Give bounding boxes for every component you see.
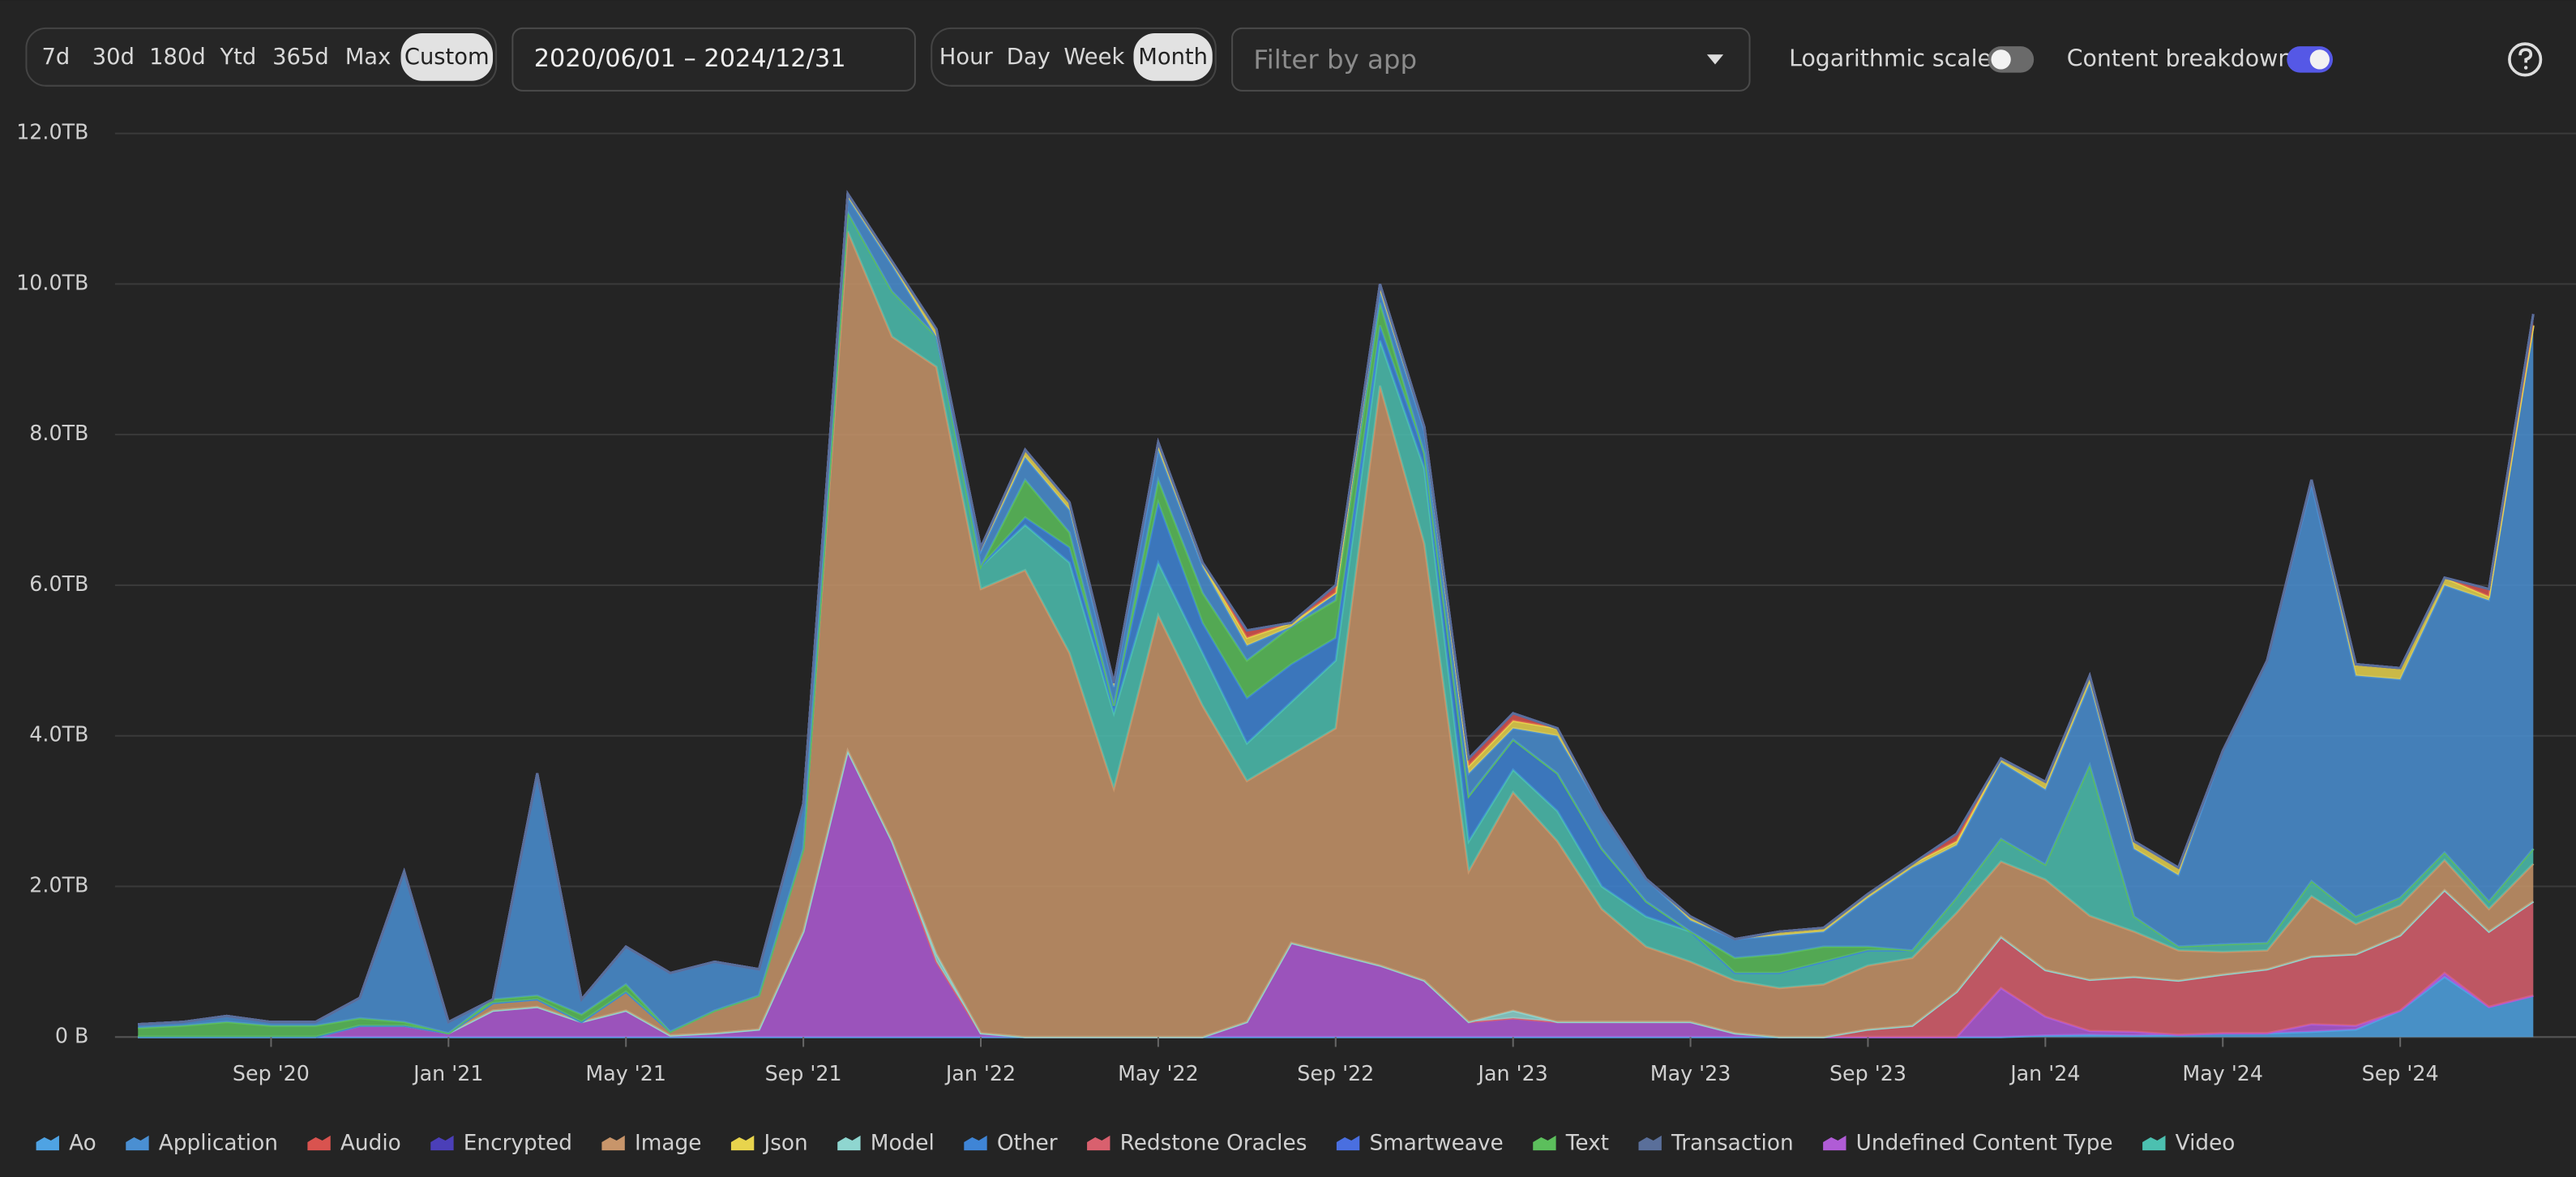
range-group: [25, 27, 498, 87]
range-active: [400, 32, 494, 81]
granularity-button[interactable]: Hour: [939, 45, 994, 70]
legend-icon[interactable]: [837, 1135, 861, 1151]
range-button[interactable]: 7d: [42, 45, 71, 70]
legend-icon[interactable]: [1533, 1135, 1556, 1151]
legend-icon[interactable]: [1336, 1135, 1360, 1151]
legend-icon[interactable]: [430, 1135, 454, 1151]
legend-label[interactable]: Redstone Oracles: [1120, 1132, 1307, 1156]
legend-label[interactable]: Undefined Content Type: [1856, 1132, 2113, 1156]
x-tick-label: May '22: [1118, 1061, 1199, 1085]
legend-label[interactable]: Encrypted: [464, 1132, 572, 1156]
range-button[interactable]: 30d: [92, 45, 135, 70]
legend-icon[interactable]: [36, 1135, 59, 1151]
toggle-knob: [2309, 49, 2330, 70]
range-button[interactable]: Ytd: [219, 45, 256, 70]
legend-label[interactable]: Smartweave: [1369, 1132, 1503, 1156]
y-tick-label: 0 B: [55, 1023, 89, 1047]
granularity-active: [1133, 32, 1213, 81]
area: [138, 231, 2534, 1038]
x-tick-label: May '21: [585, 1061, 666, 1085]
breakdown-label: Content breakdown: [2067, 45, 2293, 71]
x-tick-label: Sep '23: [1829, 1061, 1906, 1085]
y-tick-label: 4.0TB: [29, 722, 88, 747]
legend-icon[interactable]: [2142, 1135, 2166, 1151]
help-icon[interactable]: [2508, 42, 2543, 77]
area: [138, 751, 2534, 1038]
legend-label[interactable]: Application: [159, 1132, 278, 1156]
legend-label[interactable]: Audio: [340, 1132, 401, 1156]
legend-label[interactable]: Transaction: [1671, 1132, 1794, 1156]
x-tick-label: Jan '23: [1477, 1061, 1548, 1085]
legend-label[interactable]: Ao: [69, 1132, 96, 1156]
y-tick-label: 6.0TB: [29, 571, 88, 596]
granularity-button[interactable]: Week: [1063, 45, 1124, 70]
legend-label[interactable]: Image: [635, 1132, 701, 1156]
x-tick-label: May '24: [2182, 1061, 2263, 1085]
app-filter[interactable]: [1231, 27, 1751, 92]
dropdown-caret: [1706, 54, 1724, 65]
date-range: 2020/06/01 – 2024/12/31: [534, 45, 846, 73]
y-tick-label: 8.0TB: [29, 421, 88, 445]
legend-icon[interactable]: [1638, 1135, 1662, 1151]
range-button[interactable]: Custom: [404, 45, 490, 70]
range-button[interactable]: 365d: [272, 45, 329, 70]
x-tick-label: Sep '20: [233, 1061, 310, 1085]
area-edge: [138, 190, 2535, 1025]
granularity-button[interactable]: Month: [1138, 45, 1208, 70]
filter-placeholder: Filter by app: [1253, 44, 1417, 75]
x-tick-label: Sep '21: [765, 1061, 842, 1085]
legend-icon[interactable]: [964, 1135, 987, 1151]
x-tick-label: Jan '22: [944, 1061, 1016, 1085]
log-toggle[interactable]: [1988, 46, 2035, 73]
x-tick-label: May '23: [1650, 1061, 1731, 1085]
area: [138, 751, 2534, 1038]
x-tick-label: Jan '21: [412, 1061, 483, 1085]
y-tick-label: 2.0TB: [29, 873, 88, 897]
legend-icon[interactable]: [307, 1135, 331, 1151]
legend-label[interactable]: Json: [762, 1132, 807, 1156]
legend-label[interactable]: Other: [997, 1132, 1058, 1156]
date-input[interactable]: [511, 27, 916, 92]
area: [138, 212, 2534, 1038]
x-tick-label: Sep '24: [2362, 1061, 2439, 1085]
log-label: Logarithmic scale: [1789, 45, 1992, 71]
legend-icon[interactable]: [730, 1135, 755, 1151]
range-button[interactable]: 180d: [149, 45, 206, 70]
legend-icon[interactable]: [1823, 1135, 1846, 1151]
legend-icon[interactable]: [1087, 1135, 1110, 1151]
toggle-knob: [1991, 49, 2011, 70]
x-tick-label: Jan '24: [2009, 1061, 2080, 1085]
legend-label[interactable]: Model: [871, 1132, 935, 1156]
range-button[interactable]: Max: [345, 45, 392, 70]
y-tick-label: 10.0TB: [16, 270, 88, 294]
legend-label[interactable]: Video: [2176, 1132, 2236, 1156]
granularity-button[interactable]: Day: [1007, 45, 1051, 70]
breakdown-toggle[interactable]: [2287, 46, 2334, 73]
x-tick-label: Sep '22: [1297, 1061, 1374, 1085]
legend-icon[interactable]: [126, 1135, 149, 1151]
legend-icon[interactable]: [601, 1135, 625, 1151]
legend-label[interactable]: Text: [1565, 1132, 1609, 1156]
y-tick-label: 12.0TB: [16, 120, 88, 144]
